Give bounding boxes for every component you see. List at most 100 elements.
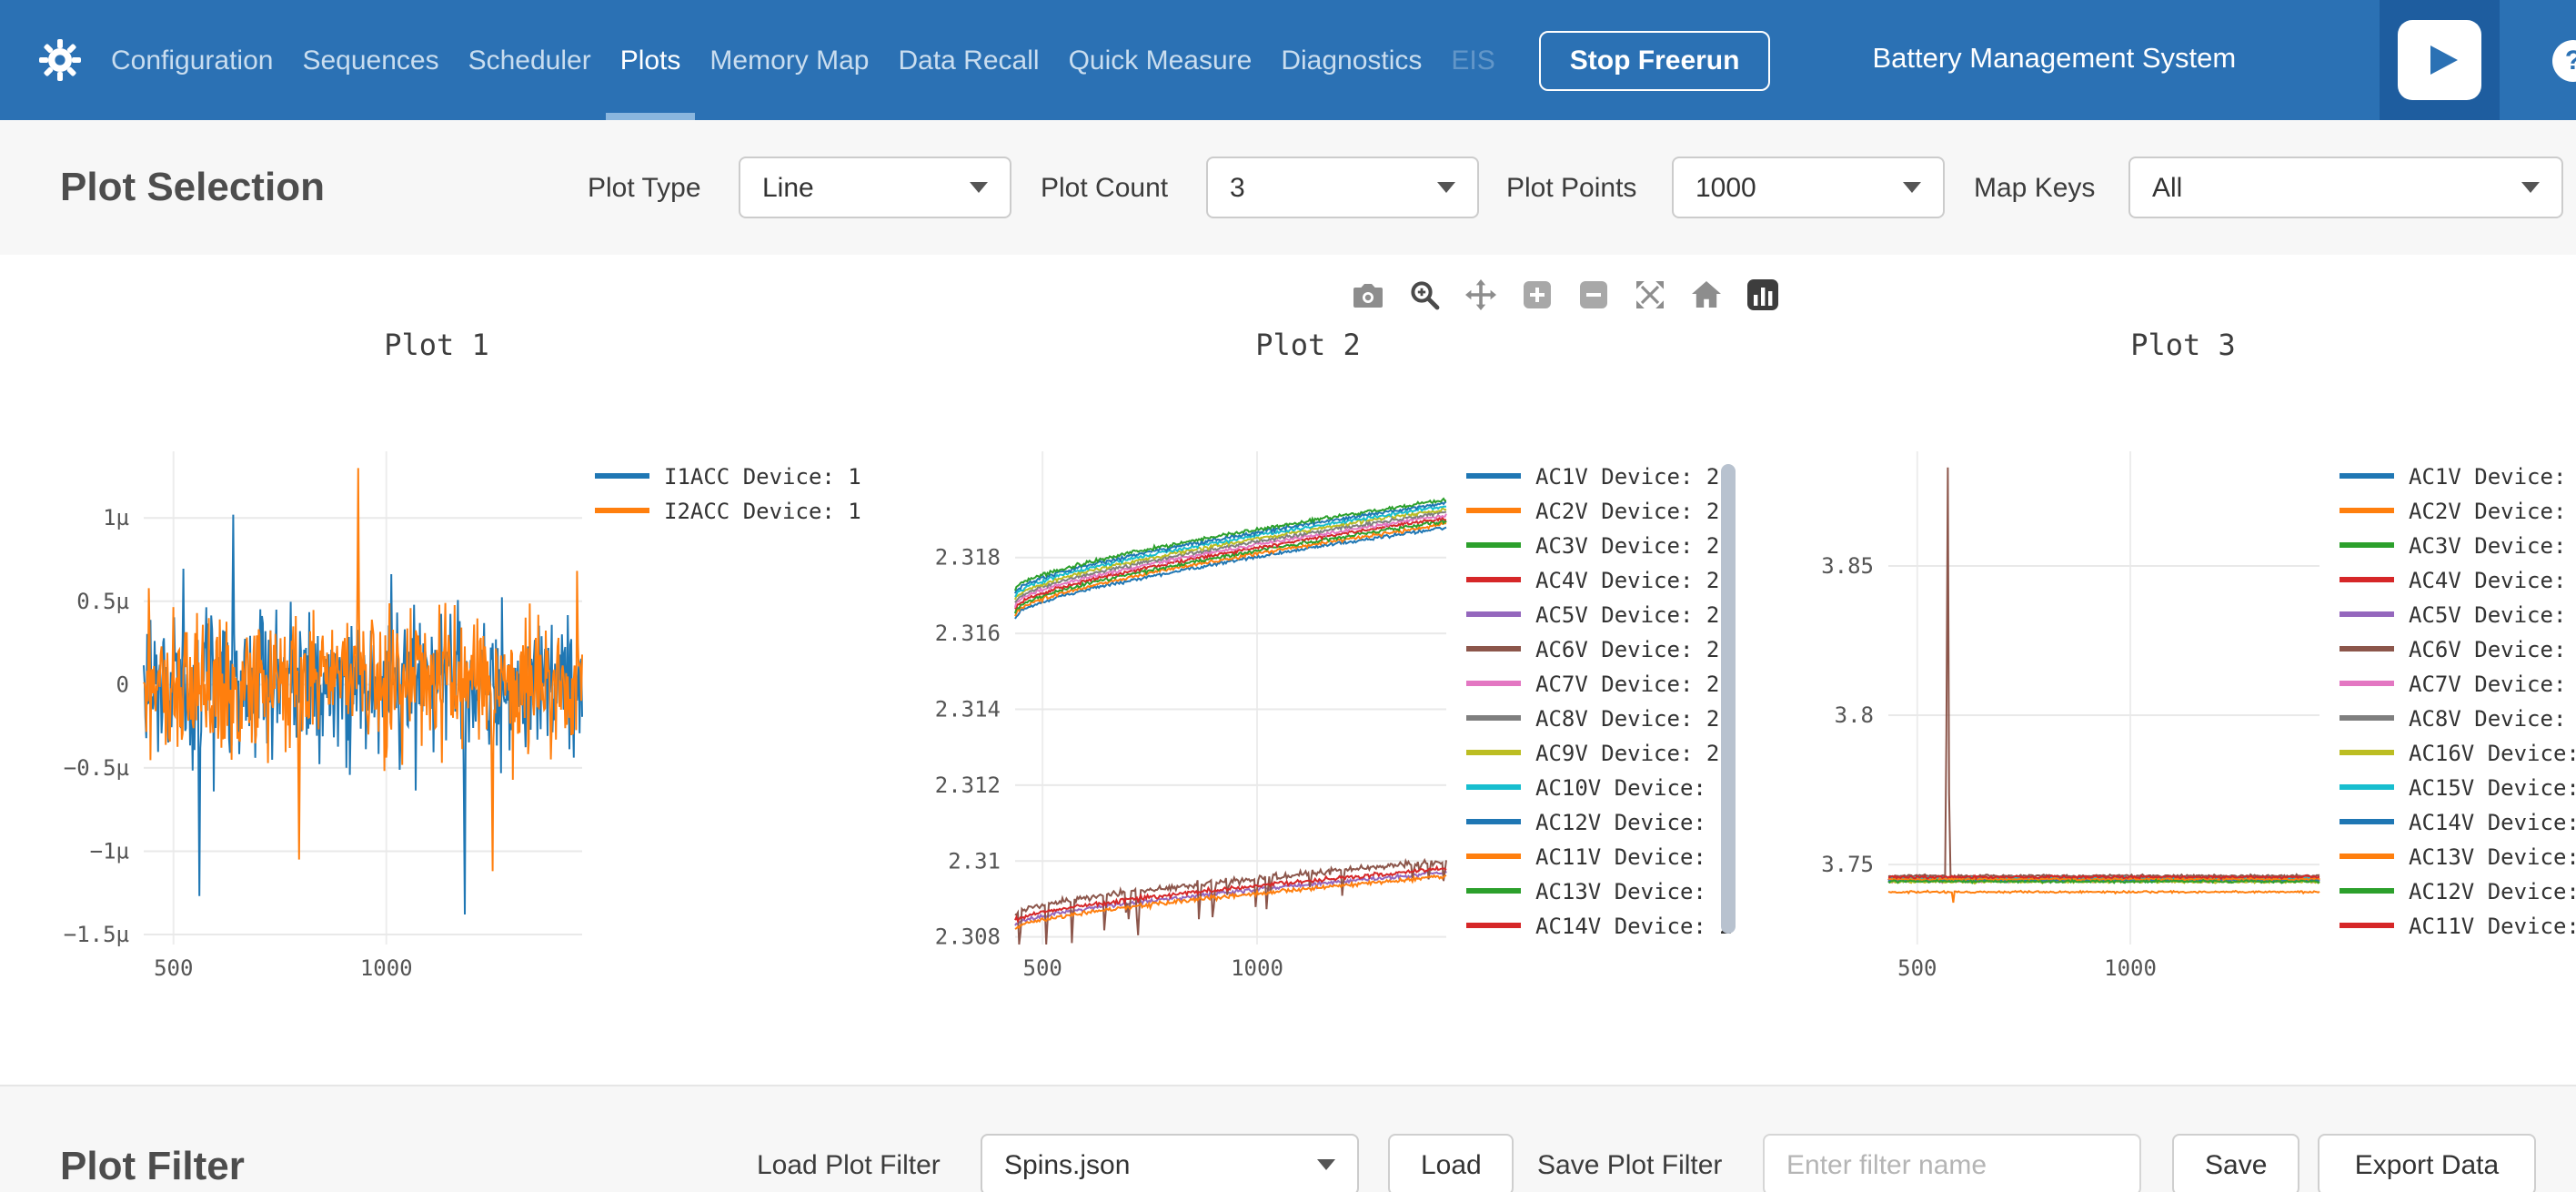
legend-label: AC14V Device: 2 bbox=[1535, 913, 1733, 938]
settings-gear-icon[interactable] bbox=[36, 36, 84, 84]
reset-axes-home-icon[interactable] bbox=[1688, 277, 1725, 313]
legend-swatch bbox=[595, 473, 649, 479]
x-tick-label: 500 bbox=[1897, 955, 1937, 981]
filter-name-input[interactable] bbox=[1763, 1134, 2141, 1192]
legend-item[interactable]: AC7V Device: 3 bbox=[2340, 666, 2576, 701]
spikelines-toggle-icon[interactable] bbox=[1745, 277, 1781, 313]
legend-item[interactable]: AC8V Device: 3 bbox=[2340, 701, 2576, 735]
legend-item[interactable]: AC2V Device: 2 bbox=[1466, 493, 1733, 528]
legend-swatch bbox=[1466, 611, 1521, 617]
legend-item[interactable]: AC6V Device: 3 bbox=[2340, 631, 2576, 666]
legend-item[interactable]: AC4V Device: 3 bbox=[2340, 562, 2576, 597]
nav-item-quick-measure[interactable]: Quick Measure bbox=[1069, 0, 1253, 120]
nav-item-eis[interactable]: EIS bbox=[1451, 0, 1494, 120]
legend-item[interactable]: AC16V Device: 3 bbox=[2340, 735, 2576, 770]
legend-label: AC12V Device: 2 bbox=[1535, 809, 1733, 834]
export-data-button[interactable]: Export Data bbox=[2318, 1134, 2536, 1192]
nav-item-sequences[interactable]: Sequences bbox=[302, 0, 438, 120]
y-tick-label: 2.312 bbox=[935, 773, 1001, 798]
nav-item-scheduler[interactable]: Scheduler bbox=[468, 0, 591, 120]
nav-item-plots[interactable]: Plots bbox=[620, 0, 681, 120]
battery-management-app: Configuration Sequences Scheduler Plots … bbox=[0, 0, 2576, 1192]
load-button[interactable]: Load bbox=[1388, 1134, 1514, 1192]
legend-label: AC2V Device: 2 bbox=[1535, 498, 1719, 523]
legend-item[interactable]: AC5V Device: 2 bbox=[1466, 597, 1733, 631]
legend-label: AC9V Device: 2 bbox=[1535, 740, 1719, 765]
legend-item[interactable]: AC14V Device: 2 bbox=[1466, 908, 1733, 943]
save-button[interactable]: Save bbox=[2172, 1134, 2299, 1192]
legend-item[interactable]: AC2V Device: 3 bbox=[2340, 493, 2576, 528]
legend-item[interactable]: AC13V Device: 3 bbox=[2340, 839, 2576, 874]
map-keys-select[interactable]: All bbox=[2128, 157, 2563, 218]
legend-swatch bbox=[1466, 819, 1521, 824]
legend-label: AC10V Device: 2 bbox=[1535, 774, 1733, 800]
legend-label: AC8V Device: 3 bbox=[2409, 705, 2576, 731]
plot3-chart[interactable]: 50010003.853.83.75 bbox=[1819, 437, 2365, 983]
legend-label: AC4V Device: 3 bbox=[2409, 567, 2576, 592]
pan-icon[interactable] bbox=[1463, 277, 1499, 313]
legend-item[interactable]: AC11V Device: 2 bbox=[1466, 839, 1733, 874]
legend-swatch bbox=[595, 508, 649, 513]
legend-item[interactable]: I1ACC Device: 1 bbox=[595, 459, 861, 493]
legend-item[interactable]: AC14V Device: 3 bbox=[2340, 804, 2576, 839]
legend-item[interactable]: AC12V Device: 3 bbox=[2340, 874, 2576, 908]
legend-item[interactable]: AC10V Device: 2 bbox=[1466, 770, 1733, 804]
nav-item-memory-map[interactable]: Memory Map bbox=[709, 0, 869, 120]
legend-item[interactable]: AC7V Device: 2 bbox=[1466, 666, 1733, 701]
legend-item[interactable]: I2ACC Device: 1 bbox=[595, 493, 861, 528]
zoom-in-icon[interactable] bbox=[1519, 277, 1555, 313]
load-filter-value: Spins.json bbox=[1004, 1149, 1299, 1180]
series-line bbox=[1888, 891, 2319, 903]
plot-points-select[interactable]: 1000 bbox=[1672, 157, 1945, 218]
legend-item[interactable]: AC1V Device: 3 bbox=[2340, 459, 2576, 493]
zoom-icon[interactable] bbox=[1406, 277, 1443, 313]
legend-item[interactable]: AC3V Device: 2 bbox=[1466, 528, 1733, 562]
load-filter-select[interactable]: Spins.json bbox=[981, 1134, 1359, 1192]
legend-scrollbar[interactable] bbox=[1721, 464, 1736, 934]
legend-swatch bbox=[2340, 784, 2394, 790]
x-tick-label: 1000 bbox=[2104, 955, 2157, 981]
legend-item[interactable]: AC5V Device: 3 bbox=[2340, 597, 2576, 631]
y-tick-label: 0.5µ bbox=[76, 589, 129, 614]
legend-label: AC3V Device: 2 bbox=[1535, 532, 1719, 558]
legend-label: AC3V Device: 3 bbox=[2409, 532, 2576, 558]
y-tick-label: 2.308 bbox=[935, 924, 1001, 950]
legend-label: AC12V Device: 3 bbox=[2409, 878, 2576, 904]
legend-item[interactable]: AC9V Device: 2 bbox=[1466, 735, 1733, 770]
legend-swatch bbox=[2340, 923, 2394, 928]
legend-item[interactable]: AC11V Device: 3 bbox=[2340, 908, 2576, 943]
legend-item[interactable]: AC8V Device: 2 bbox=[1466, 701, 1733, 735]
camera-icon[interactable] bbox=[1350, 277, 1386, 313]
legend-item[interactable]: AC4V Device: 2 bbox=[1466, 562, 1733, 597]
legend-item[interactable]: AC1V Device: 2 bbox=[1466, 459, 1733, 493]
legend-label: AC13V Device: 2 bbox=[1535, 878, 1733, 904]
nav-menu: Configuration Sequences Scheduler Plots … bbox=[111, 0, 1495, 120]
legend-swatch bbox=[2340, 681, 2394, 686]
stop-freerun-button[interactable]: Stop Freerun bbox=[1539, 30, 1771, 90]
series-line bbox=[1888, 468, 2319, 877]
nav-item-diagnostics[interactable]: Diagnostics bbox=[1281, 0, 1422, 120]
freerun-play-button[interactable] bbox=[2380, 0, 2500, 120]
map-keys-label: Map Keys bbox=[1974, 120, 2095, 255]
plot-count-select[interactable]: 3 bbox=[1206, 157, 1479, 218]
legend-swatch bbox=[1466, 854, 1521, 859]
legend-item[interactable]: AC15V Device: 3 bbox=[2340, 770, 2576, 804]
plot2-chart[interactable]: 50010002.3182.3162.3142.3122.312.308 bbox=[931, 437, 1477, 983]
plot-type-select[interactable]: Line bbox=[739, 157, 1011, 218]
legend-swatch bbox=[1466, 750, 1521, 755]
app-title: Battery Management System bbox=[1872, 44, 2236, 76]
nav-item-configuration[interactable]: Configuration bbox=[111, 0, 273, 120]
legend-item[interactable]: AC13V Device: 2 bbox=[1466, 874, 1733, 908]
zoom-out-icon[interactable] bbox=[1575, 277, 1612, 313]
chevron-down-icon bbox=[970, 182, 988, 193]
help-icon[interactable]: ? bbox=[2552, 39, 2576, 81]
plot1-chart[interactable]: 50010001µ0.5µ0−0.5µ−1µ−1.5µ bbox=[36, 437, 600, 983]
legend-item[interactable]: AC6V Device: 2 bbox=[1466, 631, 1733, 666]
legend-item[interactable]: AC12V Device: 2 bbox=[1466, 804, 1733, 839]
autoscale-icon[interactable] bbox=[1632, 277, 1668, 313]
legend-item[interactable]: AC3V Device: 3 bbox=[2340, 528, 2576, 562]
nav-item-data-recall[interactable]: Data Recall bbox=[898, 0, 1039, 120]
chevron-down-icon bbox=[1903, 182, 1921, 193]
x-tick-label: 500 bbox=[1023, 955, 1062, 981]
legend-swatch bbox=[2340, 715, 2394, 721]
